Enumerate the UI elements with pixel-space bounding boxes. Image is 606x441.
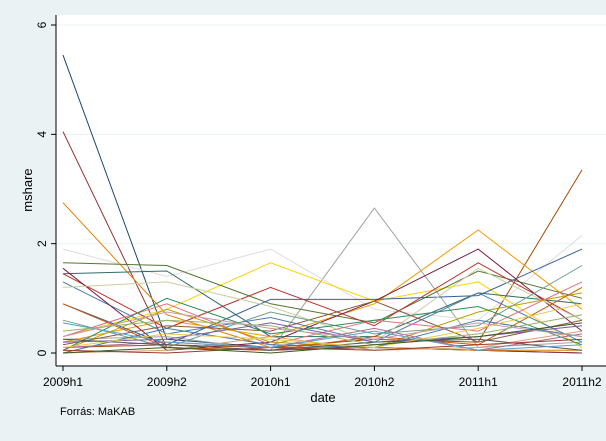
series-line-12 [62,281,583,343]
series-line-2 [62,202,582,351]
series-line-29 [62,322,583,351]
series-line-24 [62,314,583,346]
series-line-8 [62,262,583,324]
x-tick-label-0: 2009h1 [43,375,83,389]
series-line-30 [62,311,583,340]
x-axis-title: date [310,390,335,405]
y-tick-label-1: 2 [35,240,49,247]
series-line-23 [62,327,583,351]
series-layer [62,54,583,354]
y-tick-label-2: 4 [35,131,49,138]
y-tick-label-0: 0 [35,349,49,356]
series-line-26 [62,338,583,351]
x-tick-label-5: 2011h2 [562,375,601,389]
grid-lines [56,24,606,245]
series-line-9 [62,270,583,338]
series-line-11 [62,248,583,346]
axes: 0 2 4 6 2009h1 2009h2 2010h1 2010h2 2011h1 2011h2… [20,15,606,405]
source-note: Forrás: MaKAB [60,406,136,418]
y-axis-title: mshare [20,168,35,211]
y-tick-label-3: 6 [35,21,49,28]
series-line-31 [62,322,583,354]
series-line-16 [62,300,583,346]
series-line-27 [62,303,583,349]
x-tick-label-3: 2010h2 [354,375,394,389]
series-line-10 [62,262,583,329]
series-line-14 [62,267,583,343]
x-tick-label-4: 2011h1 [459,375,498,389]
series-line-20 [62,297,583,351]
x-tick-label-2: 2010h1 [251,375,291,389]
series-line-6 [62,262,583,348]
x-tick-label-1: 2009h2 [147,375,187,389]
series-line-7 [62,229,583,343]
